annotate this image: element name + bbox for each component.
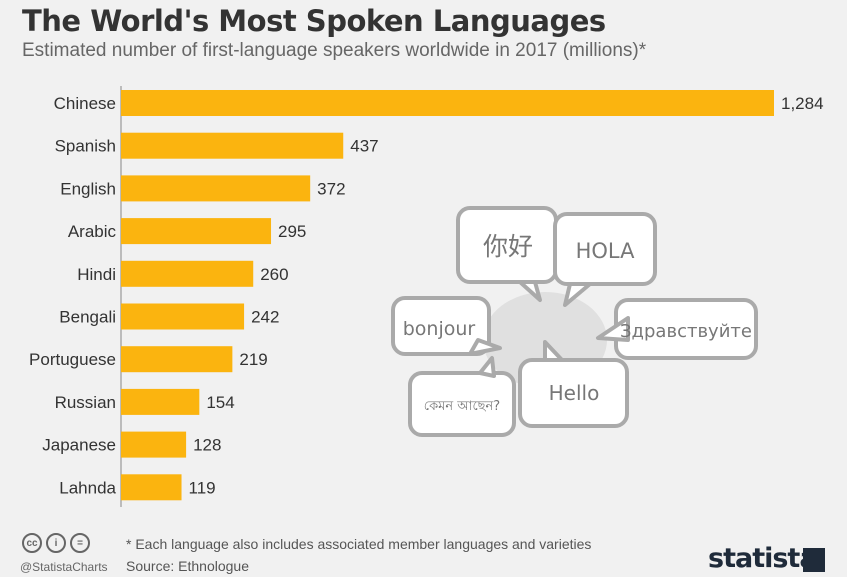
bubble-text: 你好 xyxy=(483,232,533,261)
bubble-text: কেমন আছেন? xyxy=(424,399,500,414)
speech-bubble: HOLA xyxy=(553,212,657,307)
source-line: Source: Ethnologue xyxy=(126,558,249,574)
value-label: 372 xyxy=(317,179,345,198)
speech-bubble: 你好 xyxy=(456,206,558,302)
bars-group: Chinese 1,284 Spanish 437 English 372 Arabic 29… xyxy=(29,90,824,501)
footnote: * Each language also includes associated… xyxy=(126,536,592,552)
value-label: 295 xyxy=(278,222,306,241)
bar-hindi xyxy=(121,260,254,287)
category-label: Portuguese xyxy=(29,350,116,369)
bubble-text: bonjour xyxy=(403,318,476,340)
bar-chinese xyxy=(121,90,774,116)
value-label: 219 xyxy=(239,350,267,369)
category-label: Japanese xyxy=(42,436,116,455)
bar-arabic xyxy=(121,218,272,245)
value-label: 128 xyxy=(193,436,221,455)
category-label: Chinese xyxy=(54,94,116,113)
bubble-text: Здравствуйте xyxy=(620,321,752,342)
bar-japanese xyxy=(121,431,187,458)
nd-icon: = xyxy=(70,533,90,553)
by-icon: i xyxy=(46,533,66,553)
value-label: 437 xyxy=(350,137,378,156)
bar-bengali xyxy=(121,303,245,330)
category-label: Arabic xyxy=(68,222,117,241)
statista-logo: statista xyxy=(708,543,818,574)
bar-english xyxy=(121,175,311,202)
category-label: English xyxy=(60,179,116,198)
speech-bubbles-illustration: 你好 HOLA bonjour Здравствуйте Hello কেমন আছেন? xyxy=(391,206,758,437)
category-label: Bengali xyxy=(59,308,116,327)
cc-icon: cc xyxy=(22,533,42,553)
bar-spanish xyxy=(121,132,344,159)
speech-bubble: bonjour xyxy=(391,296,502,356)
value-label: 119 xyxy=(189,478,216,497)
bar-portuguese xyxy=(121,346,233,373)
bubble-text: Hello xyxy=(549,381,600,405)
value-label: 242 xyxy=(251,308,279,327)
bubble-text: HOLA xyxy=(576,239,636,263)
speech-bubble: Здравствуйте xyxy=(596,298,758,360)
chart-subtitle: Estimated number of first-language speak… xyxy=(22,40,647,61)
speech-bubble: কেমন আছেন? xyxy=(408,356,516,437)
value-label: 1,284 xyxy=(781,94,824,113)
speech-bubble: Hello xyxy=(518,340,629,428)
category-label: Lahnda xyxy=(59,478,116,497)
value-label: 154 xyxy=(206,393,234,412)
bar-lahnda xyxy=(121,474,182,501)
value-label: 260 xyxy=(260,265,288,284)
category-label: Hindi xyxy=(77,265,116,284)
statista-logo-mark xyxy=(803,548,825,572)
category-label: Spanish xyxy=(55,137,116,156)
category-label: Russian xyxy=(55,393,116,412)
bar-russian xyxy=(121,388,200,415)
statista-handle: @StatistaCharts xyxy=(20,560,108,574)
license-icons: cc i = xyxy=(22,533,90,553)
chart-title: The World's Most Spoken Languages xyxy=(22,4,606,38)
